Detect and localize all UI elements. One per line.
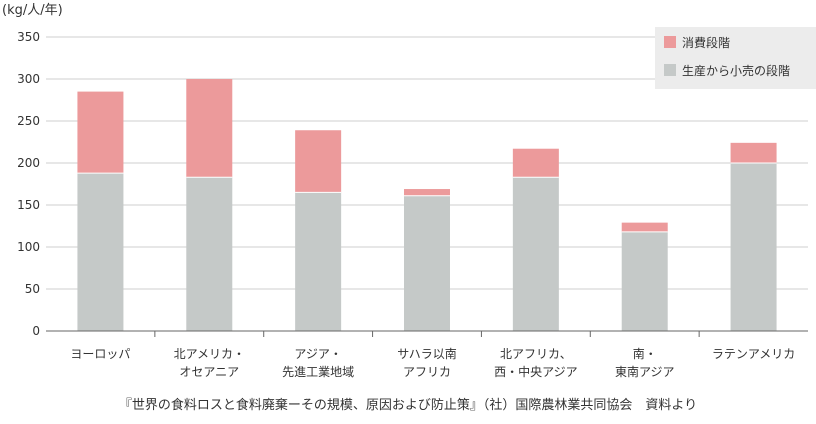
source-note: 『世界の食料ロスと食料廃棄ーその規模、原因および防止策』（社）国際農林業共同協会… <box>118 398 698 413</box>
x-tick-label: ヨーロッパ <box>70 347 130 361</box>
x-tick-label: 東南アジア <box>615 364 675 379</box>
y-tick-label: 50 <box>25 282 40 296</box>
axes: 0 50 100 150 200 250 300 350 ヨーロッパ 北アメリカ・オセアニア アジア… <box>17 30 808 379</box>
y-tick-label: 0 <box>32 324 40 338</box>
legend-box <box>655 27 816 89</box>
legend-swatch <box>664 64 676 76</box>
x-tick-label: アフリカ <box>403 365 451 379</box>
bar-segment <box>77 173 124 331</box>
y-tick-label: 100 <box>17 240 40 254</box>
y-tick-label: 300 <box>17 72 40 86</box>
x-tick-label: 北アメリカ・ <box>174 347 245 361</box>
x-tick-label: オセアニア <box>179 365 239 379</box>
x-tick-label: サハラ以南 <box>397 346 457 361</box>
bar-segment <box>512 177 559 331</box>
y-tick-label: 350 <box>17 30 40 44</box>
x-tick-label: ラテンアメリカ <box>712 347 795 361</box>
legend-label: 消費段階 <box>682 35 730 50</box>
y-tick-label: 200 <box>17 156 40 170</box>
bar-segment <box>512 148 559 178</box>
bar-segment <box>295 192 342 331</box>
x-tick-label: 南・ <box>633 346 657 361</box>
bar-segment <box>730 142 777 163</box>
y-tick-label: 250 <box>17 114 40 128</box>
bar-segment <box>404 195 450 331</box>
bar-segment <box>77 91 124 174</box>
legend-swatch <box>664 36 676 48</box>
x-tick-label: 西・中央アジア <box>494 364 578 379</box>
x-tick-label: 先進工業地域 <box>282 365 354 379</box>
bar-segment <box>730 163 777 331</box>
y-axis-unit-label: (kg/人/年) <box>2 3 63 18</box>
bar-segment <box>621 222 668 232</box>
bar-segment <box>621 231 668 331</box>
bar-segment <box>186 79 233 178</box>
bar-segment <box>404 189 450 196</box>
y-tick-label: 150 <box>17 198 40 212</box>
legend-label: 生産から小売の段階 <box>682 63 790 78</box>
x-tick-label: 北アフリカ、 <box>500 347 572 361</box>
bars <box>77 79 777 331</box>
x-tick-label: アジア・ <box>294 347 342 361</box>
bar-segment <box>186 177 233 331</box>
bar-segment <box>295 130 342 193</box>
